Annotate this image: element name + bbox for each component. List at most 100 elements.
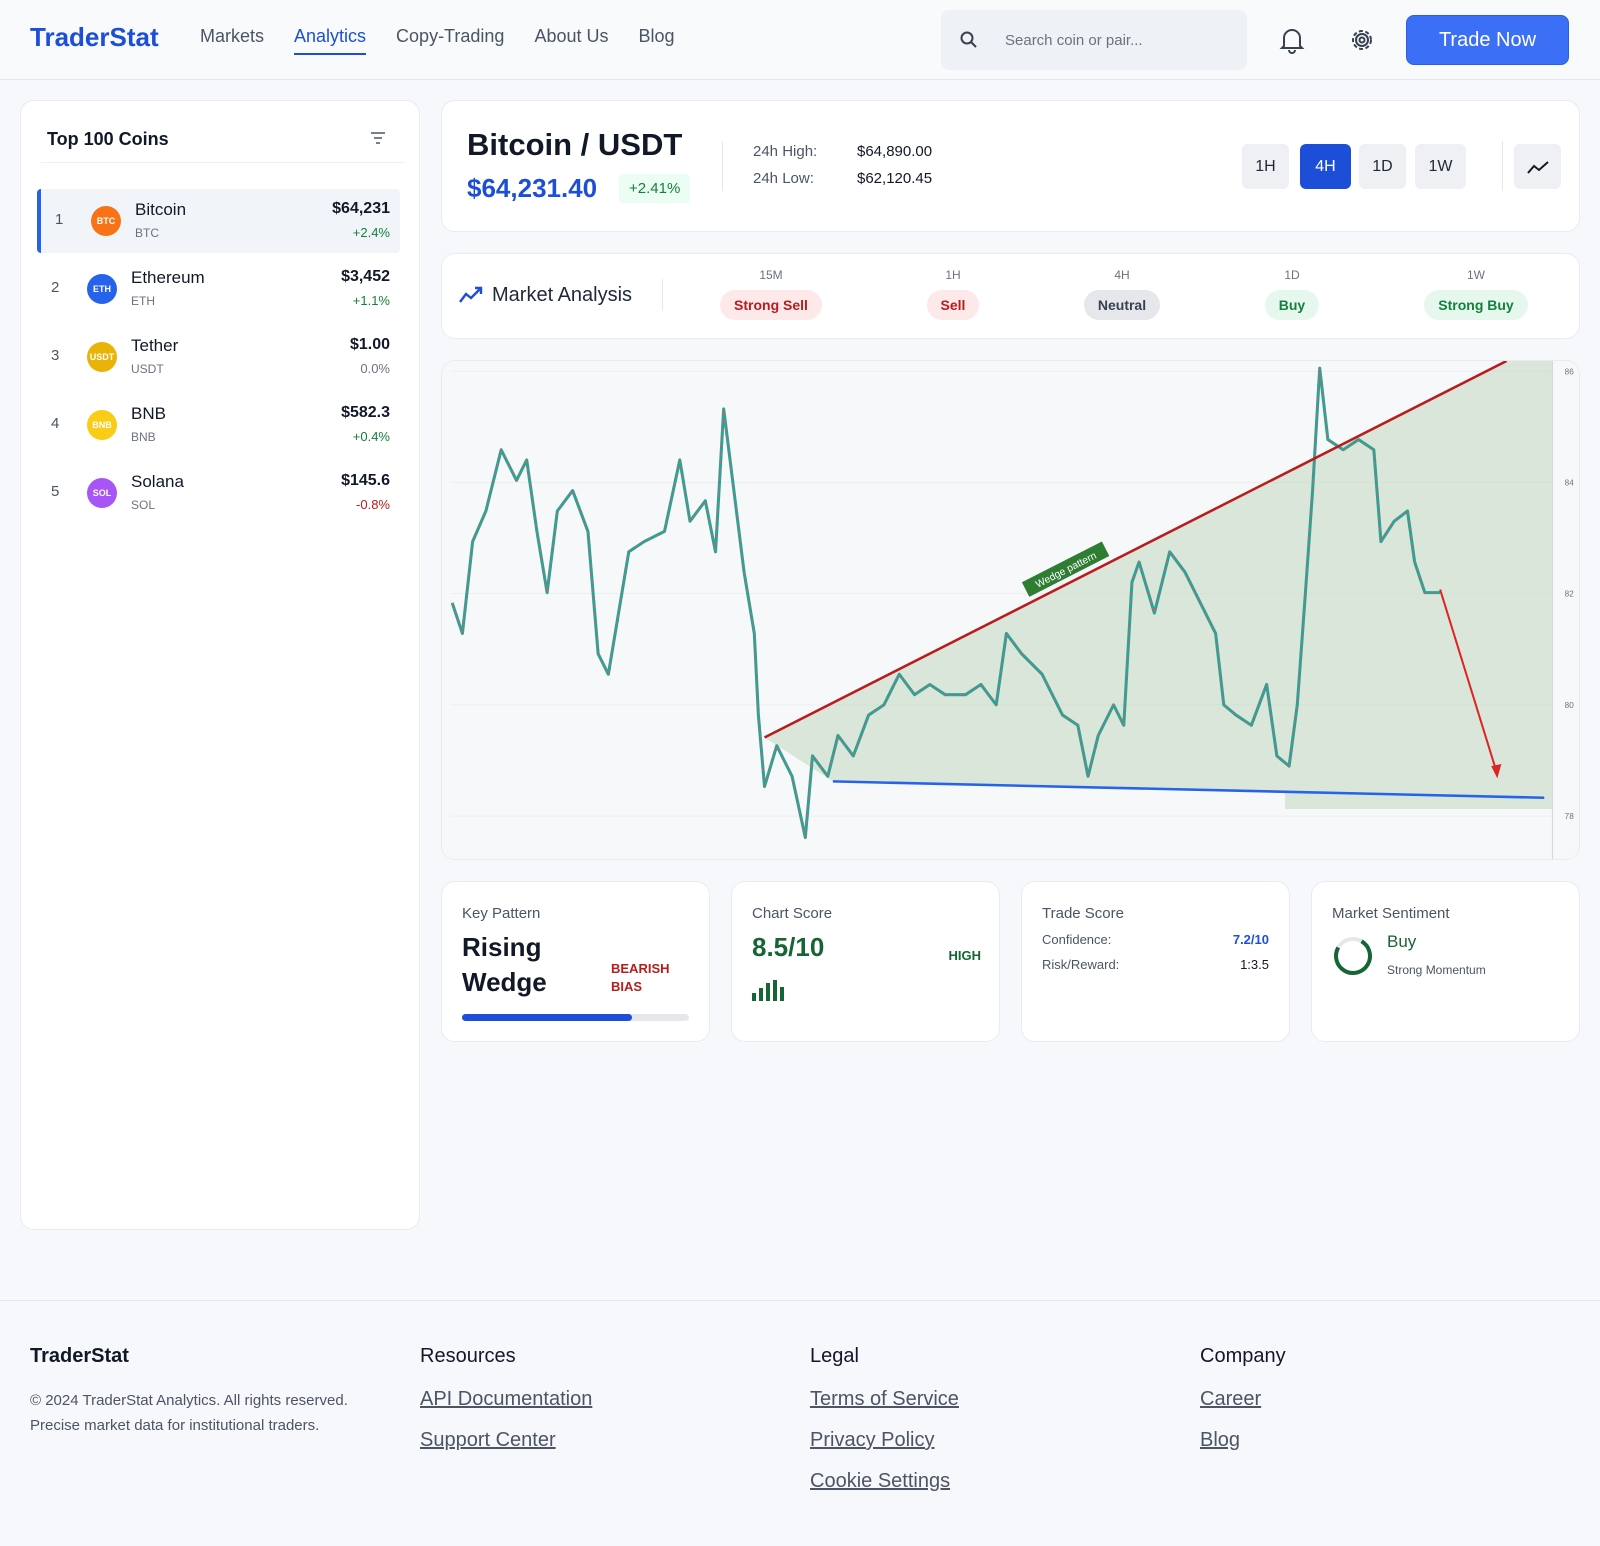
coin-list-title: Top 100 Coins [47, 129, 169, 149]
coin-icon: BTC [91, 206, 121, 236]
axis-label: 82 [1565, 590, 1575, 599]
coin-row[interactable]: 4 BNB BNB BNB $582.3 +0.4% [37, 393, 400, 457]
settings-icon[interactable] [1348, 26, 1376, 54]
coin-symbol: USDT [131, 362, 164, 376]
analysis-title: Market Analysis [492, 284, 633, 306]
score-bars-icon [752, 980, 784, 1001]
footer-link[interactable]: API Documentation [420, 1388, 593, 1410]
top-bar: TraderStat Markets Analytics Copy-Trading A… [0, 0, 1600, 80]
filter-icon[interactable] [371, 132, 385, 144]
coin-rank: 3 [51, 347, 60, 364]
nav-link[interactable]: Analytics [294, 26, 367, 55]
nav-link[interactable]: Markets [200, 26, 265, 46]
coin-row[interactable]: 5 SOL Solana SOL $145.6 -0.8% [37, 461, 400, 525]
coin-change: 0.0% [360, 361, 390, 376]
coin-list: Top 100 Coins 1 BTC Bitcoin BTC $64,231 +2.4%… [20, 100, 420, 1230]
divider [1502, 141, 1503, 191]
signal-pill: Buy [1264, 290, 1320, 320]
footer: TraderStat © 2024 TraderStat Analytics. … [0, 1300, 1600, 1546]
market-analysis: Market Analysis 15M Strong Sell 1H Sell 4H Ne… [441, 253, 1580, 339]
annotation-bg [1021, 541, 1110, 597]
coin-name: Bitcoin [135, 200, 187, 219]
coin-change: +0.4% [352, 429, 390, 444]
card-label: Chart Score [752, 905, 833, 922]
price-chart: Wedge pattern 86 84 82 80 78 [441, 360, 1580, 860]
search-box[interactable]: Search coin or pair... [941, 10, 1247, 70]
signal-pill: Strong Sell [720, 290, 822, 320]
coin-row[interactable]: 3 USDT Tether USDT $1.00 0.0% [37, 325, 400, 389]
coin-symbol: BTC [135, 226, 159, 240]
signal-pill: Neutral [1083, 290, 1161, 320]
footer-link[interactable]: Support Center [420, 1429, 556, 1451]
copyright: © 2024 TraderStat Analytics. All rights … [30, 1392, 348, 1409]
low-value: $62,120.45 [857, 170, 933, 187]
card-label: Market Sentiment [1332, 905, 1450, 922]
footer-column: Company Career Blog [1200, 1345, 1286, 1470]
coin-price: $582.3 [341, 404, 390, 421]
wedge-area [764, 361, 1553, 809]
notifications-icon[interactable] [1279, 26, 1305, 54]
footer-link[interactable]: Terms of Service [810, 1388, 959, 1410]
chart-type-button[interactable] [1514, 144, 1561, 189]
timeframe-button[interactable]: 1D [1359, 144, 1406, 189]
coin-row[interactable]: 1 BTC Bitcoin BTC $64,231 +2.4% [37, 189, 400, 253]
search-icon [960, 31, 977, 48]
coin-symbol: SOL [131, 498, 156, 512]
pair-price: $64,231.40 [467, 173, 598, 203]
footer-column: Legal Terms of Service Privacy Policy Cooki… [810, 1345, 959, 1511]
progress-bar [462, 1014, 633, 1021]
high-value: $64,890.00 [857, 143, 933, 160]
divider [722, 141, 723, 191]
nav-link[interactable]: Blog [638, 26, 675, 46]
card-label: Key Pattern [462, 905, 541, 922]
footer-heading: Company [1200, 1345, 1286, 1367]
signal: 15M Strong Sell [696, 268, 846, 320]
brand[interactable]: TraderStat [30, 22, 159, 52]
sentiment-ring [1334, 936, 1372, 975]
signal: 1D Buy [1217, 268, 1367, 320]
support-line [832, 780, 1545, 800]
chart-grid [450, 370, 1553, 817]
trade-now-button[interactable]: Trade Now [1406, 15, 1569, 65]
coin-rank: 1 [55, 211, 64, 228]
divider [662, 279, 663, 311]
score-level: HIGH [948, 948, 982, 963]
footer-link[interactable]: Cookie Settings [810, 1470, 951, 1492]
pair-name: Bitcoin / USDT [467, 127, 683, 162]
signal: 1H Sell [878, 268, 1028, 320]
footer-link[interactable]: Career [1200, 1388, 1262, 1410]
axis-label: 86 [1565, 367, 1575, 376]
sentiment: Buy [1387, 932, 1417, 951]
timeframe-button[interactable]: 4H [1300, 144, 1351, 189]
price-line-red [451, 368, 1441, 838]
timeframe-button[interactable]: 1H [1242, 144, 1289, 189]
coin-price: $1.00 [349, 336, 390, 353]
axis-label: 80 [1565, 701, 1575, 710]
coin-name: Solana [131, 472, 184, 491]
footer-link[interactable]: Privacy Policy [810, 1429, 935, 1451]
main-nav: Markets Analytics Copy-Trading About Us Blog [200, 26, 675, 55]
footer-link[interactable]: Blog [1200, 1429, 1241, 1451]
signal: 1W Strong Buy [1401, 268, 1551, 320]
timeframe-button[interactable]: 1W [1415, 144, 1466, 189]
coin-icon: USDT [87, 342, 117, 372]
coin-row[interactable]: 2 ETH Ethereum ETH $3,452 +1.1% [37, 257, 400, 321]
coin-change: +2.4% [352, 225, 390, 240]
nav-link[interactable]: Copy-Trading [396, 26, 505, 46]
tagline: Precise market data for institutional tr… [30, 1417, 320, 1434]
risk-reward: 1:3.5 [1240, 957, 1269, 972]
signal-timeframe: 15M [759, 268, 783, 282]
nav-link[interactable]: About Us [534, 26, 609, 46]
coin-icon: SOL [87, 478, 117, 508]
bias: BEARISH BIAS [611, 961, 670, 994]
coin-name: Ethereum [131, 268, 205, 287]
pair-change: +2.41% [619, 174, 691, 203]
coin-icon: ETH [87, 274, 117, 304]
axis-label: 84 [1565, 478, 1575, 487]
chart-score-card: Chart Score 8.5/10 HIGH [731, 881, 1000, 1042]
footer-heading: Resources [420, 1345, 516, 1367]
footer-brand-col: TraderStat © 2024 TraderStat Analytics. … [30, 1345, 348, 1438]
sentiment-card: Market Sentiment Buy Strong Momentum [1311, 881, 1580, 1042]
rr-label: Risk/Reward: [1042, 957, 1120, 972]
